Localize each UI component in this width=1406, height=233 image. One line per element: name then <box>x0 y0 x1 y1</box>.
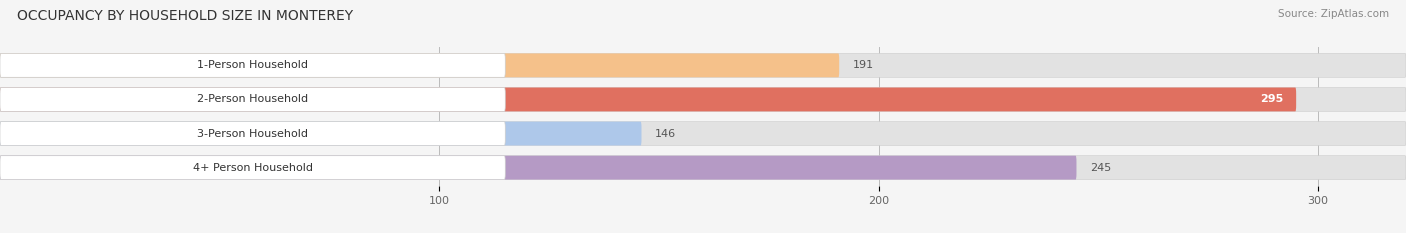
FancyBboxPatch shape <box>0 156 505 180</box>
Text: Source: ZipAtlas.com: Source: ZipAtlas.com <box>1278 9 1389 19</box>
FancyBboxPatch shape <box>0 53 839 77</box>
FancyBboxPatch shape <box>0 53 1406 77</box>
FancyBboxPatch shape <box>0 53 505 77</box>
Text: 191: 191 <box>852 60 873 70</box>
FancyBboxPatch shape <box>0 88 1406 111</box>
Text: OCCUPANCY BY HOUSEHOLD SIZE IN MONTEREY: OCCUPANCY BY HOUSEHOLD SIZE IN MONTEREY <box>17 9 353 23</box>
FancyBboxPatch shape <box>0 156 1406 180</box>
Text: 295: 295 <box>1260 94 1282 104</box>
FancyBboxPatch shape <box>0 88 505 111</box>
FancyBboxPatch shape <box>0 122 505 145</box>
Text: 245: 245 <box>1090 163 1111 173</box>
Text: 1-Person Household: 1-Person Household <box>197 60 308 70</box>
FancyBboxPatch shape <box>0 122 641 145</box>
Text: 146: 146 <box>655 129 676 139</box>
FancyBboxPatch shape <box>0 122 1406 145</box>
FancyBboxPatch shape <box>0 156 1077 180</box>
Text: 4+ Person Household: 4+ Person Household <box>193 163 312 173</box>
Text: 2-Person Household: 2-Person Household <box>197 94 308 104</box>
Text: 3-Person Household: 3-Person Household <box>197 129 308 139</box>
FancyBboxPatch shape <box>0 88 1296 111</box>
